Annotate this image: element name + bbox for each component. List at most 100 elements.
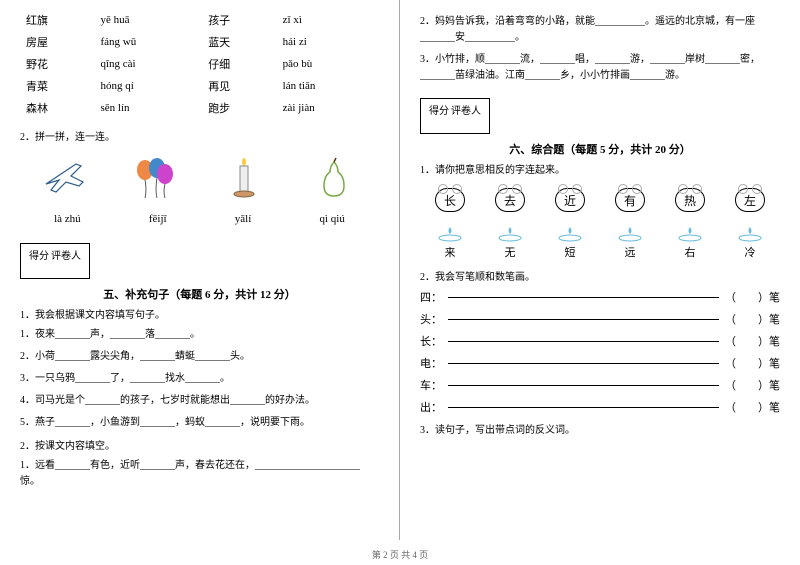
stroke-char: 车： <box>420 377 442 393</box>
page-footer: 第 2 页 共 4 页 <box>0 548 800 561</box>
word-cell: 青菜 <box>22 76 94 96</box>
char-box: 去 <box>495 188 525 212</box>
water-char: 无 <box>495 224 525 260</box>
q6-2-label: 2．我会写笔顺和数笔画。 <box>420 268 780 283</box>
section6-title: 六、综合题（每题 5 分，共计 20 分） <box>420 141 780 157</box>
word-cell: 孩子 <box>204 10 276 30</box>
word-cell: hái zi <box>279 32 377 52</box>
fill-item: 4．司马光是个_______的孩子，七岁时就能想出_______的好办法。 <box>20 393 379 409</box>
word-cell: 野花 <box>22 54 94 74</box>
stroke-char: 出： <box>420 399 442 415</box>
word-cell: 蓝天 <box>204 32 276 52</box>
stroke-row: 电： （ ）笔 <box>420 355 780 371</box>
candle-icon <box>219 153 269 203</box>
word-cell: pǎo bù <box>279 54 377 74</box>
word-cell: lán tiān <box>279 76 377 96</box>
pinyin-label: qì qiú <box>320 213 345 225</box>
pinyin-row: là zhú fēijī yālí qì qiú <box>20 213 379 225</box>
word-cell: fáng wū <box>96 32 202 52</box>
airplane-icon <box>40 153 90 203</box>
section5-title: 五、补充句子（每题 6 分，共计 12 分） <box>20 286 379 302</box>
char-box: 热 <box>675 188 705 212</box>
char-label: 无 <box>505 247 516 259</box>
pinyin-label: yālí <box>235 213 252 225</box>
stroke-line <box>448 363 719 364</box>
word-cell: zài jiàn <box>279 98 377 118</box>
stroke-suffix: （ ）笔 <box>725 377 780 393</box>
water-char: 右 <box>675 224 705 260</box>
stroke-row: 长： （ ）笔 <box>420 333 780 349</box>
stroke-line <box>448 341 719 342</box>
char-top-row: 长 去 近 有 热 左 <box>420 188 780 212</box>
fill-item: 1．远看_______有色，近听_______声，春去花还在，_________… <box>20 458 379 490</box>
stroke-row: 出： （ ）笔 <box>420 399 780 415</box>
stroke-row: 四： （ ）笔 <box>420 289 780 305</box>
score-table: 得分评卷人 <box>420 98 490 134</box>
pinyin-label: fēijī <box>149 213 167 225</box>
char-bottom-row: 来 无 短 远 右 冷 <box>420 224 780 260</box>
char-box: 左 <box>735 188 765 212</box>
word-cell: qīng cài <box>96 54 202 74</box>
fill-item: 2．小荷_______露尖尖角，_______蜻蜓_______头。 <box>20 349 379 365</box>
word-cell: hóng qí <box>96 76 202 96</box>
grader-label: 评卷人 <box>451 102 481 117</box>
grader-label: 评卷人 <box>51 247 81 262</box>
fill-item: 3．小竹排，顺_______流，_______唱，_______游，______… <box>420 52 780 84</box>
stroke-row: 头： （ ）笔 <box>420 311 780 327</box>
fill-item: 1．夜来_______声，_______落_______。 <box>20 327 379 343</box>
stroke-suffix: （ ）笔 <box>725 311 780 327</box>
word-cell: 再见 <box>204 76 276 96</box>
q5-2-label: 2．按课文内容填空。 <box>20 437 379 452</box>
fill-item: 2．妈妈告诉我，沿着弯弯的小路，就能__________。遥远的北京城，有一座_… <box>420 14 780 46</box>
balloons-icon <box>130 153 180 203</box>
score-table: 得分评卷人 <box>20 243 90 279</box>
word-cell: yē huā <box>96 10 202 30</box>
score-label: 得分 <box>429 102 449 117</box>
char-label: 右 <box>685 247 696 259</box>
left-column: 红旗yē huā孩子zǐ xì 房屋fáng wū蓝天hái zi 野花qīng… <box>0 0 400 540</box>
stroke-line <box>448 319 719 320</box>
word-cell: 仔细 <box>204 54 276 74</box>
char-box: 长 <box>435 188 465 212</box>
q2-label: 2．拼一拼，连一连。 <box>20 128 379 143</box>
stroke-line <box>448 407 719 408</box>
fill-item: 5．燕子_______，小鱼游到_______，蚂蚁_______，说明要下雨。 <box>20 415 379 431</box>
word-cell: zǐ xì <box>279 10 377 30</box>
char-label: 远 <box>625 247 636 259</box>
score-label: 得分 <box>29 247 49 262</box>
stroke-suffix: （ ）笔 <box>725 289 780 305</box>
stroke-suffix: （ ）笔 <box>725 333 780 349</box>
water-char: 远 <box>615 224 645 260</box>
word-cell: 房屋 <box>22 32 94 52</box>
stroke-char: 长： <box>420 333 442 349</box>
image-row <box>20 153 379 203</box>
word-cell: sēn lín <box>96 98 202 118</box>
q5-1-label: 1．我会根据课文内容填写句子。 <box>20 306 379 321</box>
stroke-line <box>448 385 719 386</box>
char-box: 有 <box>615 188 645 212</box>
word-cell: 森林 <box>22 98 94 118</box>
char-label: 短 <box>565 247 576 259</box>
water-char: 短 <box>555 224 585 260</box>
q6-1-label: 1．请你把意思相反的字连起来。 <box>420 161 780 176</box>
stroke-char: 头： <box>420 311 442 327</box>
char-label: 来 <box>445 247 456 259</box>
stroke-suffix: （ ）笔 <box>725 355 780 371</box>
q6-3-label: 3．读句子，写出带点词的反义词。 <box>420 421 780 436</box>
word-match-table: 红旗yē huā孩子zǐ xì 房屋fáng wū蓝天hái zi 野花qīng… <box>20 8 379 120</box>
stroke-char: 四： <box>420 289 442 305</box>
word-cell: 跑步 <box>204 98 276 118</box>
pear-icon <box>309 153 359 203</box>
char-box: 近 <box>555 188 585 212</box>
right-column: 2．妈妈告诉我，沿着弯弯的小路，就能__________。遥远的北京城，有一座_… <box>400 0 800 540</box>
fill-item: 3．一只乌鸦_______了，_______找水_______。 <box>20 371 379 387</box>
water-char: 冷 <box>735 224 765 260</box>
pinyin-label: là zhú <box>54 213 81 225</box>
word-cell: 红旗 <box>22 10 94 30</box>
stroke-suffix: （ ）笔 <box>725 399 780 415</box>
stroke-row: 车： （ ）笔 <box>420 377 780 393</box>
stroke-char: 电： <box>420 355 442 371</box>
water-char: 来 <box>435 224 465 260</box>
stroke-line <box>448 297 719 298</box>
char-label: 冷 <box>745 247 756 259</box>
